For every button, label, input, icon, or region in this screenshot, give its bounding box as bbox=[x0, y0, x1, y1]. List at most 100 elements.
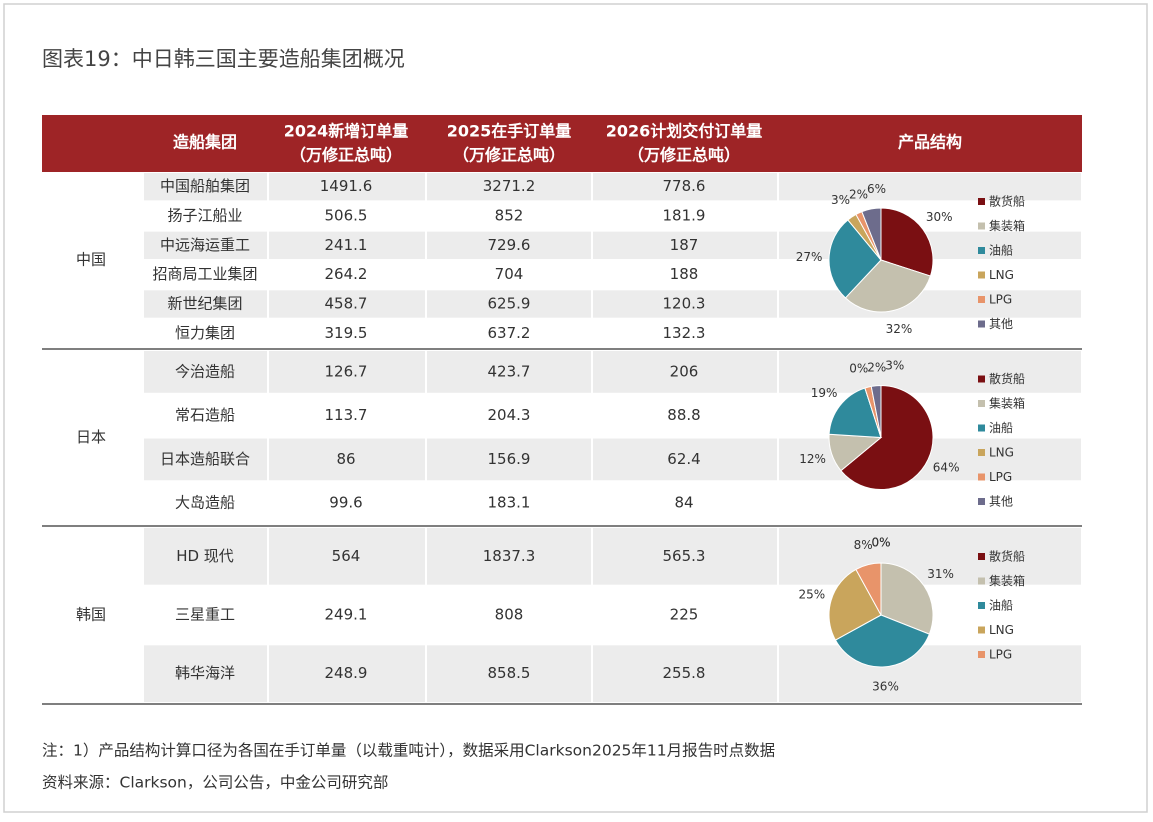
table-cell: 206 bbox=[670, 362, 699, 380]
row-shade bbox=[269, 351, 425, 393]
row-shade bbox=[593, 231, 777, 259]
row-shade bbox=[779, 290, 1081, 318]
header-cell: 产品结构 bbox=[898, 133, 962, 152]
legend-label: 油船 bbox=[989, 421, 1013, 435]
pie-slice bbox=[828, 568, 882, 641]
table-cell: 506.5 bbox=[325, 207, 368, 225]
row-shade bbox=[427, 645, 591, 702]
title: 图表19：中日韩三国主要造船集团概况 bbox=[42, 47, 405, 71]
table-cell: 704 bbox=[495, 265, 524, 283]
legend-swatch bbox=[978, 198, 985, 205]
pie-label: 6% bbox=[867, 182, 886, 196]
row-shade bbox=[144, 173, 267, 201]
company-name: 中国船舶集团 bbox=[160, 177, 250, 195]
pie-label: 19% bbox=[811, 386, 838, 400]
company-name: 招商局工业集团 bbox=[152, 265, 257, 283]
row-shade bbox=[427, 173, 591, 201]
table-cell: 84 bbox=[674, 494, 693, 512]
legend-swatch bbox=[978, 400, 985, 407]
legend-label: LNG bbox=[989, 446, 1014, 460]
row-shade bbox=[593, 438, 777, 481]
pie-label: 64% bbox=[933, 461, 960, 475]
table-cell: 1837.3 bbox=[483, 547, 536, 565]
header-cell: （万修正总吨） bbox=[290, 146, 402, 165]
table-cell: 458.7 bbox=[325, 295, 368, 313]
table-cell: 156.9 bbox=[488, 450, 531, 468]
row-shade bbox=[269, 290, 425, 318]
table-cell: 181.9 bbox=[663, 207, 706, 225]
company-name: 新世纪集团 bbox=[167, 295, 242, 313]
table-cell: 86 bbox=[336, 450, 355, 468]
pie-label: 25% bbox=[799, 587, 826, 601]
header-cell: （万修正总吨） bbox=[453, 146, 565, 165]
table-cell: 565.3 bbox=[663, 547, 706, 565]
country-name: 日本 bbox=[76, 428, 106, 446]
table-cell: 113.7 bbox=[325, 406, 368, 424]
table-cell: 183.1 bbox=[488, 494, 531, 512]
legend-swatch bbox=[978, 651, 985, 658]
row-shade bbox=[427, 231, 591, 259]
pie-label: 32% bbox=[886, 322, 913, 336]
table-cell: 637.2 bbox=[488, 324, 531, 342]
legend-swatch bbox=[978, 577, 985, 585]
legend-swatch bbox=[978, 424, 985, 432]
company-name: 常石造船 bbox=[175, 406, 235, 424]
row-shade bbox=[144, 231, 267, 259]
company-name: 恒力集团 bbox=[175, 324, 235, 342]
legend-swatch bbox=[978, 602, 985, 609]
pie-label: 0% bbox=[849, 362, 868, 376]
legend-swatch bbox=[978, 271, 985, 279]
row-shade bbox=[593, 173, 777, 201]
table-cell: 225 bbox=[670, 606, 699, 624]
pie-label: 2% bbox=[849, 187, 868, 201]
row-shade bbox=[779, 173, 1081, 201]
legend-label: LPG bbox=[989, 293, 1012, 307]
table-cell: 858.5 bbox=[488, 664, 531, 682]
company-name: 三星重工 bbox=[175, 606, 235, 624]
row-shade bbox=[144, 290, 267, 318]
pie-label: 27% bbox=[796, 250, 823, 264]
pie-label: 30% bbox=[926, 210, 953, 224]
note: 注：1）产品结构计算口径为各国在手订单量（以载重吨计），数据采用Clarkson… bbox=[42, 741, 775, 760]
table-cell: 319.5 bbox=[325, 324, 368, 342]
row-shade bbox=[269, 438, 425, 481]
legend-label: 油船 bbox=[989, 244, 1013, 258]
table-cell: 852 bbox=[495, 207, 524, 225]
table-cell: 1491.6 bbox=[320, 177, 373, 195]
legend-label: LPG bbox=[989, 648, 1012, 662]
row-shade bbox=[427, 438, 591, 481]
table-cell: 120.3 bbox=[663, 295, 706, 313]
header-cell: 2024新增订单量 bbox=[284, 122, 409, 141]
legend-label: 其他 bbox=[989, 495, 1013, 509]
header-cell: 2025在手订单量 bbox=[447, 122, 572, 141]
table-cell: 204.3 bbox=[488, 406, 531, 424]
table-cell: 729.6 bbox=[488, 236, 531, 254]
legend-swatch bbox=[978, 626, 985, 634]
pie-label: 3% bbox=[831, 193, 850, 207]
header-cell: （万修正总吨） bbox=[628, 146, 740, 165]
legend-label: 油船 bbox=[989, 599, 1013, 613]
company-name: 今治造船 bbox=[175, 362, 235, 380]
legend-swatch bbox=[978, 498, 985, 505]
legend-swatch bbox=[978, 553, 985, 560]
legend-label: 集装箱 bbox=[989, 218, 1025, 233]
pie-slice bbox=[880, 562, 934, 635]
pie-label: 3% bbox=[885, 358, 904, 372]
table-cell: 132.3 bbox=[663, 324, 706, 342]
pie-slice bbox=[828, 387, 882, 439]
legend-swatch bbox=[978, 222, 985, 230]
pie-slice bbox=[844, 259, 932, 313]
row-shade bbox=[427, 528, 591, 585]
row-shade bbox=[593, 351, 777, 393]
company-name: HD 现代 bbox=[176, 547, 234, 565]
table-cell: 255.8 bbox=[663, 664, 706, 682]
pie-slice bbox=[880, 207, 934, 277]
row-shade bbox=[779, 528, 1081, 585]
row-shade bbox=[269, 528, 425, 585]
table-cell: 241.1 bbox=[325, 236, 368, 254]
legend-label: 其他 bbox=[989, 317, 1013, 331]
source: 资料来源：Clarkson，公司公告，中金公司研究部 bbox=[42, 774, 388, 792]
legend-label: LPG bbox=[989, 470, 1012, 484]
company-name: 韩华海洋 bbox=[175, 664, 235, 682]
